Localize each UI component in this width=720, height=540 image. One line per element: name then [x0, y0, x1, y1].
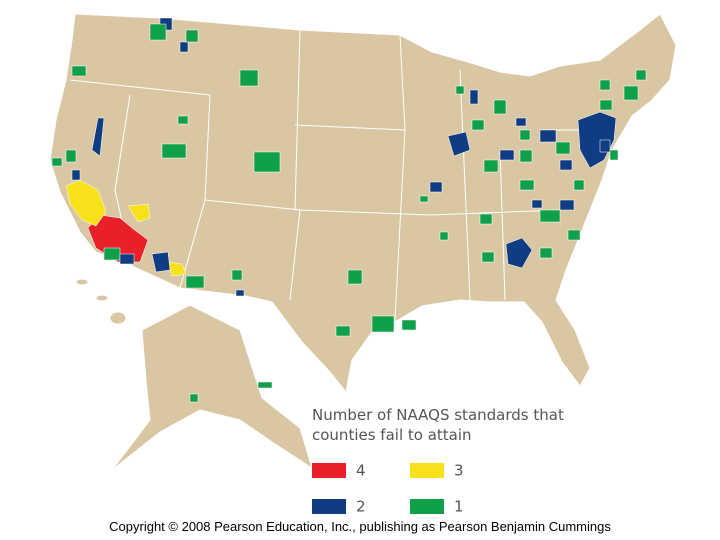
county-area	[401, 319, 417, 331]
county-area	[179, 41, 189, 53]
county-area	[71, 65, 87, 77]
county-area	[185, 275, 205, 289]
contiguous-us	[49, 13, 677, 394]
county-area	[573, 179, 585, 191]
county-area	[239, 69, 259, 87]
county-area	[483, 159, 499, 173]
county-area	[559, 199, 575, 211]
county-area	[539, 247, 553, 259]
state-border	[69, 29, 600, 321]
legend-swatch	[410, 463, 444, 478]
county-area	[505, 237, 533, 269]
legend-swatch	[312, 463, 346, 478]
hawaii-island	[95, 294, 109, 302]
county-area	[103, 247, 121, 261]
copyright: Copyright © 2008 Pearson Education, Inc.…	[109, 519, 611, 534]
county-area	[149, 23, 167, 41]
county-area	[127, 203, 151, 223]
county-area	[635, 69, 647, 81]
county-area	[177, 115, 189, 125]
county-area	[531, 199, 543, 209]
county-area	[65, 179, 107, 227]
state-borders	[69, 29, 600, 321]
county-area	[471, 119, 485, 131]
legend-title: counties fail to attain	[312, 426, 472, 444]
county-area	[439, 231, 449, 241]
hawaii-island	[109, 311, 127, 325]
county-area	[335, 325, 351, 337]
legend-label: 4	[356, 462, 366, 480]
county-area	[65, 149, 77, 163]
county-area	[347, 269, 363, 285]
county-area	[519, 149, 533, 163]
county-area	[91, 117, 105, 157]
legend-label: 2	[356, 498, 366, 516]
county-area	[599, 79, 611, 91]
county-area	[253, 151, 281, 173]
county-area	[599, 139, 611, 153]
county-area	[559, 159, 573, 171]
county-area	[429, 181, 443, 193]
hawaii-island	[75, 278, 89, 286]
county-area	[447, 131, 471, 157]
county-area	[599, 99, 613, 111]
county-area	[257, 381, 273, 389]
legend-label: 1	[454, 498, 464, 516]
county-area	[167, 261, 187, 277]
county-area	[479, 213, 493, 225]
county-area	[623, 85, 639, 101]
county-area	[499, 149, 515, 161]
county-area	[419, 195, 429, 203]
land	[49, 13, 677, 471]
county-area	[519, 179, 535, 191]
county-areas	[51, 17, 647, 403]
county-area	[185, 29, 199, 43]
county-area	[539, 129, 557, 143]
county-area	[161, 143, 187, 159]
legend: 4 3 2 1	[312, 462, 464, 516]
county-area	[189, 393, 199, 403]
alaska	[111, 304, 313, 471]
county-area	[51, 157, 63, 167]
county-area	[567, 229, 581, 241]
county-area	[87, 214, 149, 263]
legend-label: 3	[454, 462, 464, 480]
legend-swatch	[312, 499, 346, 514]
county-area	[515, 117, 527, 127]
legend-swatch	[410, 499, 444, 514]
county-area	[493, 99, 507, 115]
county-area	[455, 85, 465, 95]
legend-title: Number of NAAQS standards that	[312, 406, 564, 424]
county-area	[519, 129, 531, 141]
county-area	[119, 253, 135, 265]
county-area	[539, 209, 561, 223]
county-area	[235, 289, 245, 297]
county-area	[151, 251, 171, 273]
county-area	[555, 141, 571, 155]
county-area	[609, 149, 619, 161]
county-area	[481, 251, 495, 263]
county-area	[371, 315, 395, 333]
county-area	[469, 89, 479, 105]
county-area	[71, 169, 81, 181]
county-area	[231, 269, 243, 281]
